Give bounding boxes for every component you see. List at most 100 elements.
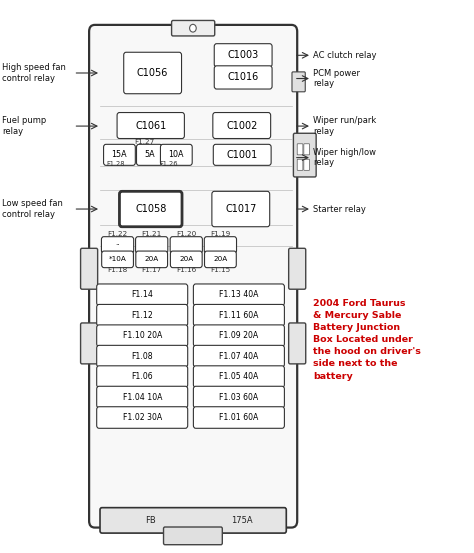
- Text: 20A: 20A: [145, 257, 159, 262]
- Text: High speed fan
control relay: High speed fan control relay: [2, 63, 66, 83]
- Text: C1056: C1056: [137, 68, 168, 78]
- FancyBboxPatch shape: [101, 237, 134, 253]
- FancyBboxPatch shape: [213, 112, 271, 138]
- FancyBboxPatch shape: [212, 191, 270, 227]
- FancyBboxPatch shape: [193, 304, 284, 326]
- Text: AC clutch relay: AC clutch relay: [313, 51, 376, 60]
- FancyBboxPatch shape: [137, 144, 162, 165]
- FancyBboxPatch shape: [213, 144, 271, 165]
- FancyBboxPatch shape: [297, 144, 303, 155]
- FancyBboxPatch shape: [304, 144, 310, 155]
- Text: Wiper high/low
relay: Wiper high/low relay: [313, 148, 376, 168]
- Text: F1.27: F1.27: [135, 139, 155, 145]
- Text: C1016: C1016: [228, 72, 259, 82]
- FancyBboxPatch shape: [160, 144, 192, 165]
- FancyBboxPatch shape: [97, 304, 188, 326]
- FancyBboxPatch shape: [103, 144, 136, 165]
- Text: 175A: 175A: [231, 516, 253, 525]
- Text: Low speed fan
control relay: Low speed fan control relay: [2, 199, 63, 219]
- FancyBboxPatch shape: [293, 133, 316, 177]
- Text: C1003: C1003: [228, 50, 259, 60]
- FancyBboxPatch shape: [292, 72, 305, 92]
- FancyBboxPatch shape: [100, 508, 286, 533]
- FancyBboxPatch shape: [304, 159, 310, 170]
- FancyBboxPatch shape: [97, 386, 188, 408]
- Text: FB: FB: [146, 516, 156, 525]
- FancyBboxPatch shape: [97, 345, 188, 367]
- Text: C1002: C1002: [226, 121, 257, 131]
- Text: F1.06: F1.06: [131, 372, 153, 381]
- Text: 15A: 15A: [112, 150, 127, 159]
- FancyBboxPatch shape: [97, 407, 188, 428]
- Text: F1.18: F1.18: [108, 268, 128, 273]
- FancyBboxPatch shape: [164, 527, 222, 545]
- FancyBboxPatch shape: [101, 251, 133, 268]
- FancyBboxPatch shape: [97, 284, 188, 305]
- Text: Starter relay: Starter relay: [313, 205, 366, 213]
- Text: ··: ··: [115, 242, 120, 248]
- Text: F1.17: F1.17: [142, 268, 162, 273]
- Text: F1.14: F1.14: [131, 290, 153, 299]
- FancyBboxPatch shape: [97, 366, 188, 387]
- Text: F1.16: F1.16: [176, 268, 196, 273]
- Text: 2004 Ford Taurus
& Mercury Sable
Battery Junction
Box Located under
the hood on : 2004 Ford Taurus & Mercury Sable Battery…: [313, 299, 421, 380]
- FancyBboxPatch shape: [193, 407, 284, 428]
- Text: F1.20: F1.20: [176, 232, 196, 237]
- Text: 5A: 5A: [144, 150, 155, 159]
- Text: *10A: *10A: [109, 257, 127, 262]
- FancyBboxPatch shape: [289, 323, 306, 364]
- Text: Wiper run/park
relay: Wiper run/park relay: [313, 116, 376, 136]
- Text: F1.09 20A: F1.09 20A: [219, 331, 258, 340]
- Text: F1.08: F1.08: [131, 352, 153, 361]
- Text: C1061: C1061: [135, 121, 166, 131]
- Text: PCM power
relay: PCM power relay: [313, 69, 360, 88]
- FancyBboxPatch shape: [89, 25, 297, 528]
- FancyBboxPatch shape: [170, 251, 202, 268]
- Text: 20A: 20A: [179, 257, 193, 262]
- Text: F1.13 40A: F1.13 40A: [219, 290, 259, 299]
- Text: F1.10 20A: F1.10 20A: [123, 331, 162, 340]
- Text: F1.11 60A: F1.11 60A: [219, 311, 259, 320]
- FancyBboxPatch shape: [81, 323, 98, 364]
- Text: C1017: C1017: [225, 204, 256, 214]
- Text: F1.02 30A: F1.02 30A: [123, 413, 162, 422]
- FancyBboxPatch shape: [204, 237, 237, 253]
- Text: F1.04 10A: F1.04 10A: [122, 393, 162, 401]
- FancyBboxPatch shape: [205, 251, 236, 268]
- FancyBboxPatch shape: [193, 386, 284, 408]
- FancyBboxPatch shape: [97, 325, 188, 346]
- Text: 20A: 20A: [213, 257, 228, 262]
- Text: F1.15: F1.15: [210, 268, 230, 273]
- Text: F1.07 40A: F1.07 40A: [219, 352, 258, 361]
- Text: F1.26: F1.26: [159, 161, 178, 167]
- Text: F1.05 40A: F1.05 40A: [219, 372, 258, 381]
- FancyBboxPatch shape: [81, 248, 98, 289]
- Text: 10A: 10A: [169, 150, 184, 159]
- Circle shape: [190, 24, 196, 32]
- FancyBboxPatch shape: [289, 248, 306, 289]
- Text: F1.22: F1.22: [108, 232, 128, 237]
- FancyBboxPatch shape: [124, 53, 182, 93]
- Text: F1.12: F1.12: [131, 311, 153, 320]
- FancyBboxPatch shape: [172, 20, 215, 36]
- FancyBboxPatch shape: [193, 325, 284, 346]
- Text: Fuel pump
relay: Fuel pump relay: [2, 116, 46, 136]
- FancyBboxPatch shape: [214, 66, 272, 89]
- Text: F1.01 60A: F1.01 60A: [219, 413, 258, 422]
- FancyBboxPatch shape: [297, 159, 303, 170]
- FancyBboxPatch shape: [136, 237, 168, 253]
- FancyBboxPatch shape: [170, 237, 202, 253]
- Text: C1001: C1001: [227, 150, 258, 160]
- Text: F1.28: F1.28: [106, 161, 125, 167]
- FancyBboxPatch shape: [193, 345, 284, 367]
- FancyBboxPatch shape: [119, 191, 182, 227]
- Text: F1.03 60A: F1.03 60A: [219, 393, 258, 401]
- Text: F1.21: F1.21: [142, 232, 162, 237]
- FancyBboxPatch shape: [136, 251, 168, 268]
- Text: C1058: C1058: [135, 204, 166, 214]
- FancyBboxPatch shape: [214, 44, 272, 67]
- FancyBboxPatch shape: [117, 112, 184, 138]
- FancyBboxPatch shape: [193, 366, 284, 387]
- Text: F1.19: F1.19: [210, 232, 230, 237]
- FancyBboxPatch shape: [193, 284, 284, 305]
